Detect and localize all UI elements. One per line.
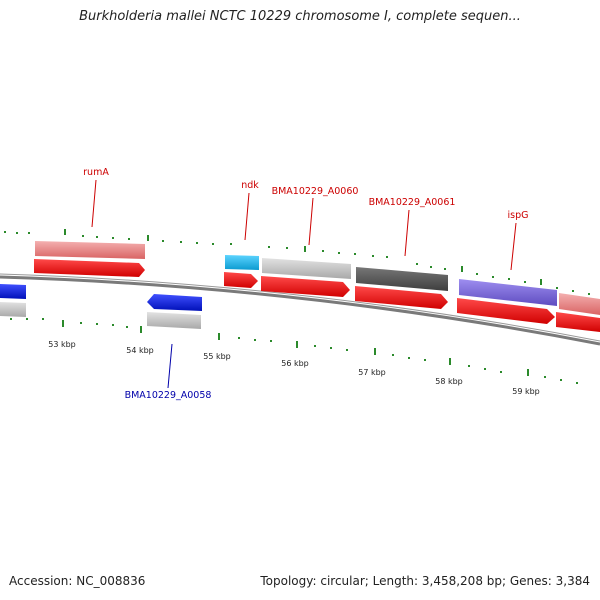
leader-ispG [510,222,517,271]
cds-arrow-2 [224,272,258,288]
gene-blue-left [0,284,26,299]
tick-label-55: 55 kbp [203,352,231,361]
leader-A0060 [308,197,314,246]
leader-A0061 [404,209,410,257]
gene-grey-left [0,302,26,317]
tick-label-58: 58 kbp [435,377,463,386]
gene-rumA [35,241,145,259]
tick-label-54: 54 kbp [126,346,154,355]
label-rumA: rumA [83,167,109,178]
label-BMA10229_A0060: BMA10229_A0060 [272,186,359,197]
outer-tick-ring [4,229,590,295]
leader-rumA [91,179,97,228]
cds-arrow-5 [457,298,555,324]
label-BMA10229_A0061: BMA10229_A0061 [369,197,456,208]
backbone-main [0,275,600,346]
cds-arrow-3 [261,276,350,297]
cds-arrow-1 [34,259,145,277]
tick-label-59: 59 kbp [512,387,540,396]
gene-grey-A0058 [147,312,201,329]
tick-label-53: 53 kbp [48,340,76,349]
gene-ndk [225,255,259,270]
inner-tick-ring [10,318,578,384]
leader-ndk [244,192,250,241]
gene-ispG [459,279,557,306]
cds-arrow-6 [556,312,600,332]
gene-pink-right [559,293,600,315]
sequence-summary: Topology: circular; Length: 3,458,208 bp… [260,574,590,588]
accession-label: Accession: NC_008836 [9,574,146,588]
gene-BMA10229_A0061 [356,267,448,291]
tick-label-56: 56 kbp [281,359,309,368]
map-title: Burkholderia mallei NCTC 10229 chromosom… [79,9,521,24]
label-ndk: ndk [241,180,259,191]
tick-label-57: 57 kbp [358,368,386,377]
label-BMA10229_A0058: BMA10229_A0058 [125,390,212,401]
label-ispG: ispG [508,210,529,221]
leader-A0058 [167,343,173,389]
cds-arrow-4 [355,286,448,309]
gene-BMA10229_A0058 [147,294,202,311]
gene-BMA10229_A0060 [262,258,351,279]
backbone-outer [0,273,600,342]
